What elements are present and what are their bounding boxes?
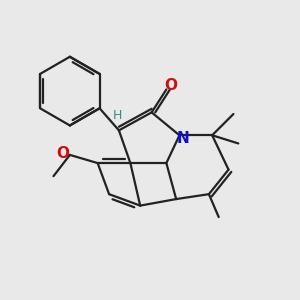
- Text: O: O: [56, 146, 69, 161]
- Text: O: O: [164, 78, 177, 93]
- Text: N: N: [176, 131, 189, 146]
- Text: H: H: [112, 109, 122, 122]
